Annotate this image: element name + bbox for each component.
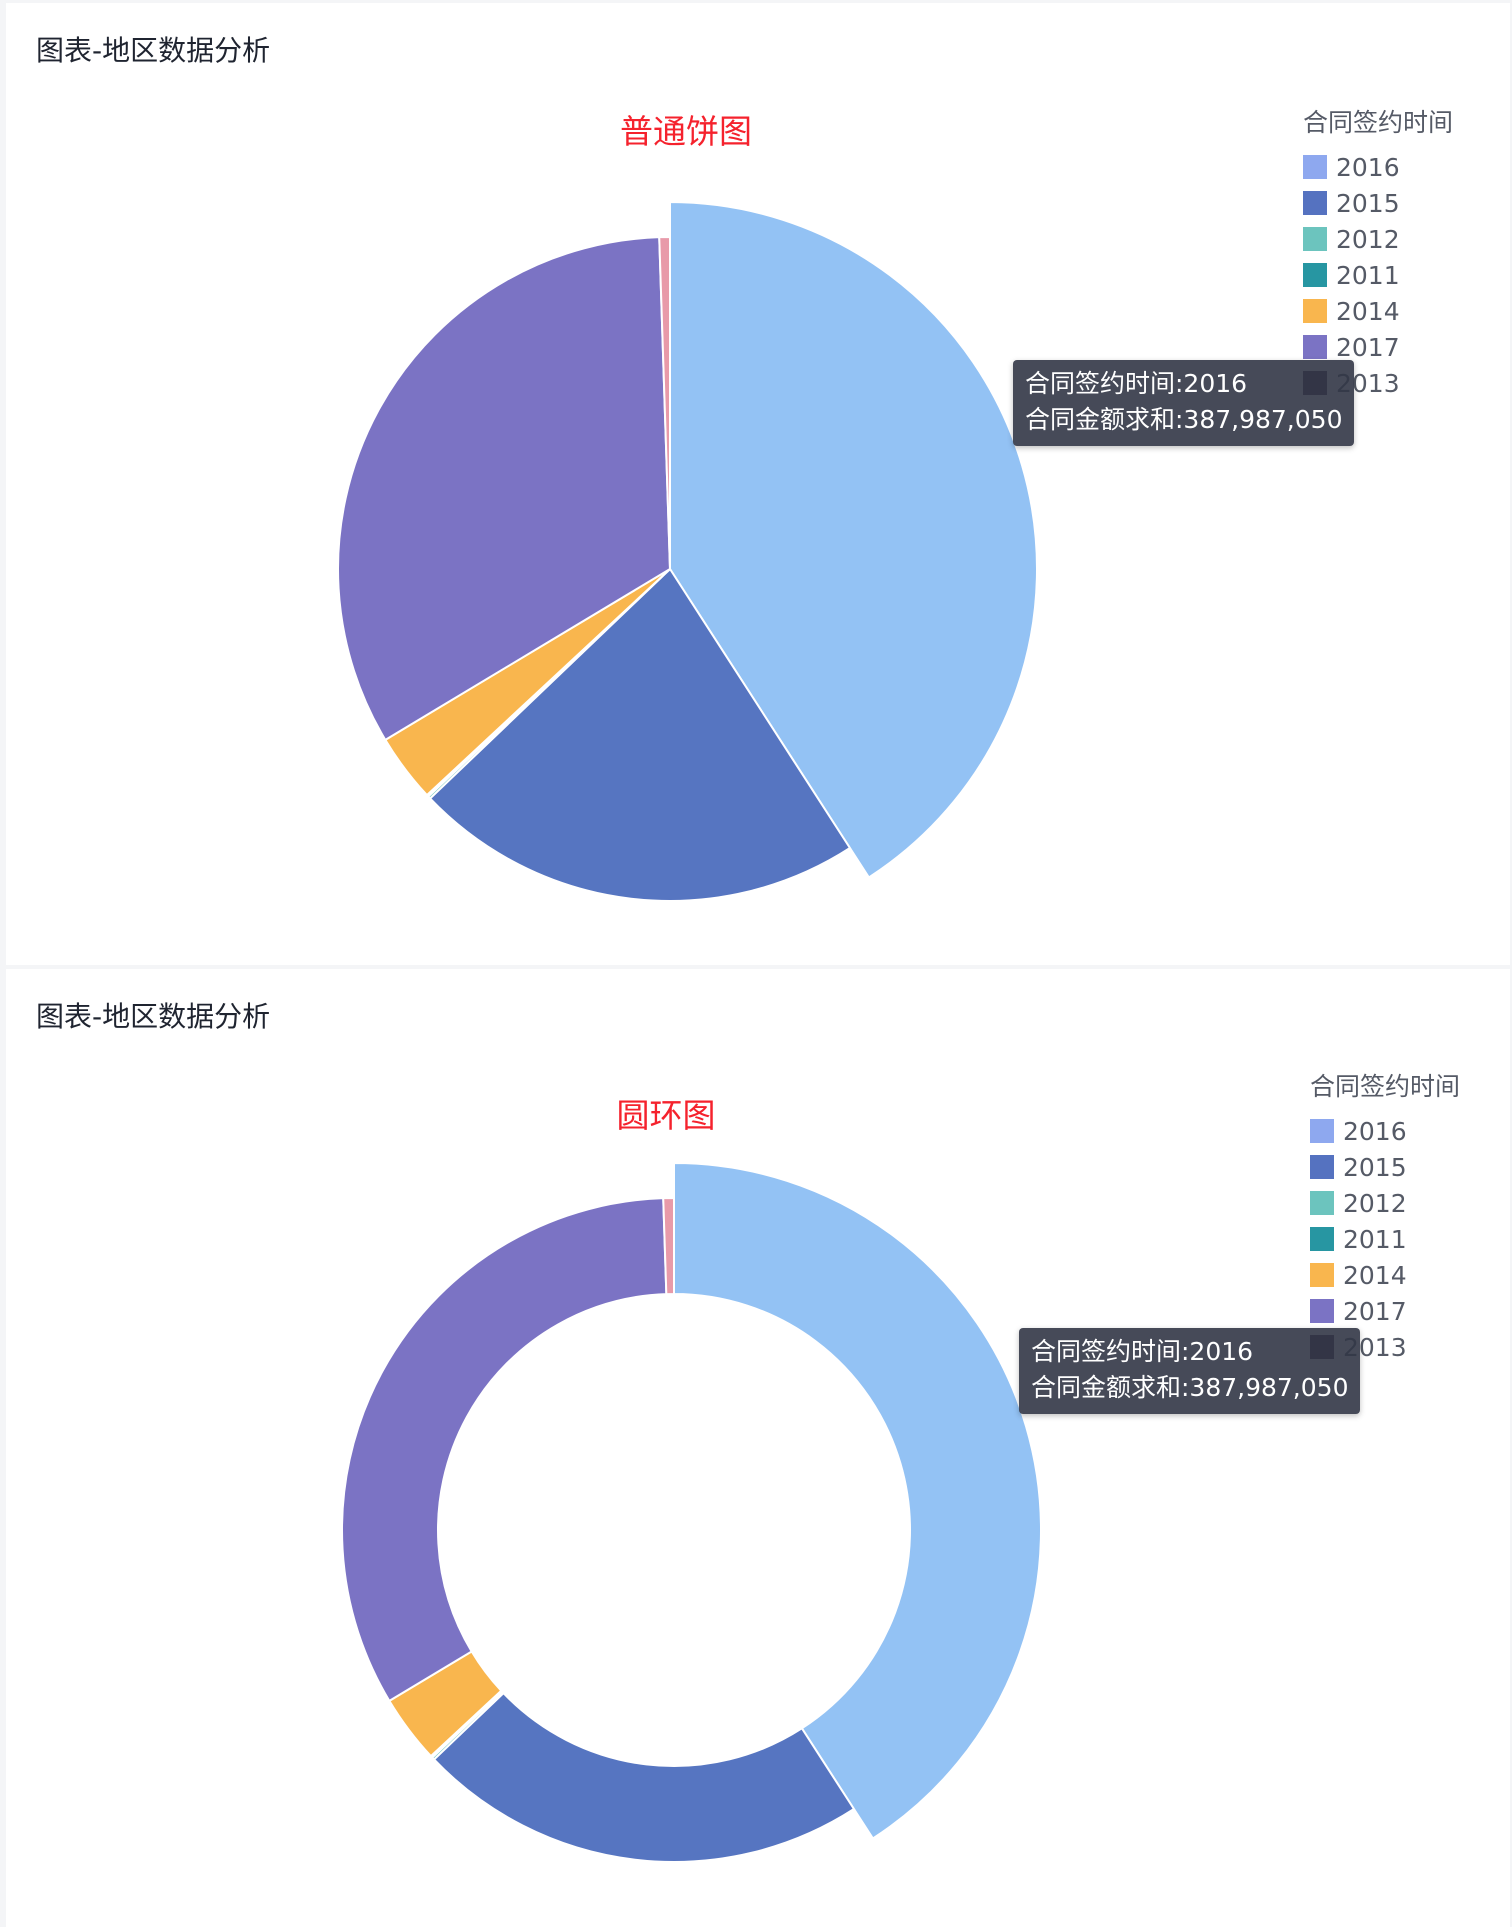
- legend-swatch: [1303, 191, 1327, 215]
- legend-label: 2015: [1336, 188, 1400, 218]
- pie-chart: [337, 200, 1038, 902]
- legend-label: 2012: [1336, 224, 1400, 254]
- pie-chart-card: 图表-地区数据分析 普通饼图 合同签约时间 2016 2015 2012 2011 20…: [6, 3, 1510, 965]
- tooltip: 合同签约时间:2016 合同金额求和:387,987,050: [1019, 1328, 1361, 1414]
- legend-item-2015[interactable]: 2015: [1310, 1149, 1460, 1185]
- tooltip: 合同签约时间:2016 合同金额求和:387,987,050: [1013, 360, 1355, 446]
- legend-item-2014[interactable]: 2014: [1310, 1257, 1460, 1293]
- legend-swatch: [1310, 1155, 1334, 1179]
- legend-swatch: [1310, 1299, 1334, 1323]
- legend-label: 2014: [1336, 296, 1400, 326]
- legend-label: 2016: [1336, 152, 1400, 182]
- legend-label: 2017: [1343, 1296, 1407, 1326]
- slice-2013[interactable]: [658, 235, 671, 570]
- donut-chart: [341, 1161, 1042, 1863]
- legend-label: 2017: [1336, 332, 1400, 362]
- tooltip-line-value: 合同金额求和:387,987,050: [1025, 405, 1343, 434]
- legend-label: 2011: [1343, 1224, 1407, 1254]
- slice-2017[interactable]: [337, 236, 672, 742]
- legend: 合同签约时间 2016 2015 2012 2011 2014 2017 2013: [1310, 1067, 1460, 1365]
- legend-label: 2012: [1343, 1188, 1407, 1218]
- slice-2015[interactable]: [432, 1691, 856, 1863]
- chart-title: 普通饼图: [620, 112, 752, 151]
- legend-swatch: [1303, 155, 1327, 179]
- legend-label: 2011: [1336, 260, 1400, 290]
- legend-swatch: [1310, 1227, 1334, 1251]
- legend-swatch: [1303, 263, 1327, 287]
- legend-title: 合同签约时间: [1303, 108, 1454, 137]
- slice-2017[interactable]: [341, 1197, 668, 1703]
- legend-item-2016[interactable]: 2016: [1303, 149, 1453, 185]
- legend-swatch: [1310, 1263, 1334, 1287]
- chart-title: 圆环图: [616, 1096, 716, 1135]
- legend-title: 合同签约时间: [1310, 1072, 1461, 1101]
- tooltip-line-category: 合同签约时间:2016: [1025, 369, 1248, 398]
- slice-2016[interactable]: [673, 1161, 1042, 1840]
- legend-label: 2015: [1343, 1152, 1407, 1182]
- slice-2016[interactable]: [669, 200, 1038, 879]
- tooltip-line-category: 合同签约时间:2016: [1031, 1337, 1254, 1366]
- legend-item-2017[interactable]: 2017: [1310, 1293, 1460, 1329]
- legend-item-2016[interactable]: 2016: [1310, 1113, 1460, 1149]
- legend-item-2011[interactable]: 2011: [1310, 1221, 1460, 1257]
- slice-2013[interactable]: [662, 1196, 675, 1296]
- tooltip-line-value: 合同金额求和:387,987,050: [1031, 1373, 1349, 1402]
- donut-chart-card: 图表-地区数据分析 圆环图 合同签约时间 2016 2015 2012 2011 201…: [6, 969, 1510, 1927]
- legend-swatch: [1310, 1119, 1334, 1143]
- legend-swatch: [1303, 335, 1327, 359]
- slice-2015[interactable]: [428, 567, 852, 902]
- legend-item-2012[interactable]: 2012: [1310, 1185, 1460, 1221]
- legend-item-2015[interactable]: 2015: [1303, 185, 1453, 221]
- legend-label: 2014: [1343, 1260, 1407, 1290]
- legend-swatch: [1303, 299, 1327, 323]
- legend-item-2011[interactable]: 2011: [1303, 257, 1453, 293]
- legend-item-2014[interactable]: 2014: [1303, 293, 1453, 329]
- legend-swatch: [1303, 227, 1327, 251]
- card-header: 图表-地区数据分析: [36, 1000, 271, 1033]
- legend-label: 2016: [1343, 1116, 1407, 1146]
- legend-swatch: [1310, 1191, 1334, 1215]
- card-header: 图表-地区数据分析: [36, 34, 271, 67]
- legend-item-2017[interactable]: 2017: [1303, 329, 1453, 365]
- legend: 合同签约时间 2016 2015 2012 2011 2014 2017 2013: [1303, 103, 1453, 401]
- legend-item-2012[interactable]: 2012: [1303, 221, 1453, 257]
